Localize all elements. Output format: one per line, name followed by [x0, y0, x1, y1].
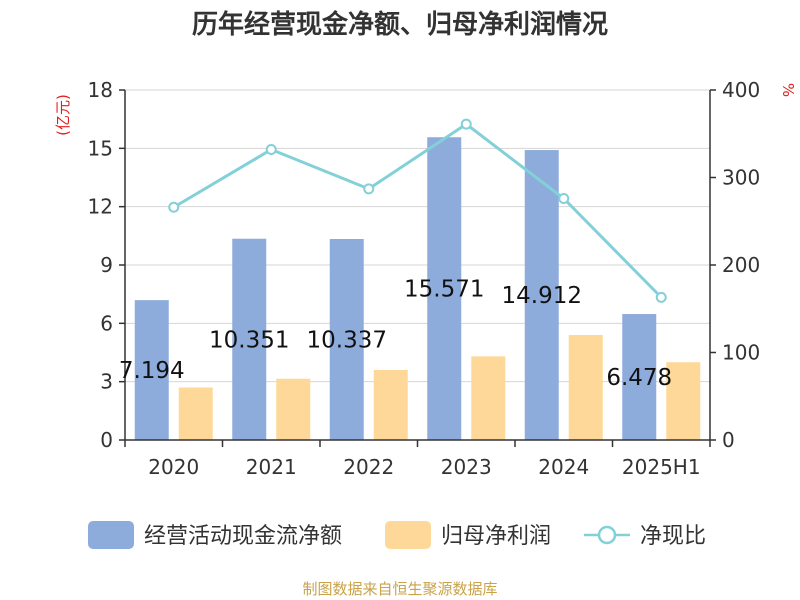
right-tick-label: 100 — [722, 341, 760, 365]
left-tick-label: 9 — [100, 253, 113, 277]
legend-label: 经营活动现金流净额 — [144, 524, 342, 549]
cashflow-bar — [134, 300, 169, 440]
ratio-point — [168, 201, 180, 213]
net-profit-bar — [568, 335, 603, 440]
cashflow-data-label: 15.571 — [404, 277, 484, 303]
cashflow-data-label: 7.194 — [119, 358, 185, 384]
cashflow-bar — [232, 238, 267, 440]
ratio-point — [460, 118, 472, 130]
left-tick-label: 18 — [88, 78, 113, 102]
x-tick-label: 2021 — [246, 455, 297, 479]
net-profit-bar — [666, 362, 701, 440]
left-tick-label: 12 — [88, 195, 113, 219]
net-profit-bar — [373, 370, 408, 440]
right-axis-unit: % — [779, 83, 797, 97]
left-tick-label: 3 — [100, 370, 113, 394]
legend-label: 归母净利润 — [441, 524, 551, 549]
data-labels: 7.194 10.351 10.337 15.571 14.912 6.478 — [119, 277, 672, 391]
cashflow-data-label: 10.351 — [209, 327, 289, 353]
line-series — [168, 118, 667, 303]
source-note: 制图数据来自恒生聚源数据库 — [302, 580, 497, 598]
ratio-point — [655, 291, 667, 303]
right-tick-label: 200 — [722, 253, 760, 277]
left-tick-label: 15 — [88, 136, 113, 160]
legend: 经营活动现金流净额 归母净利润 净现比 — [88, 521, 706, 549]
left-tick-label: 6 — [100, 311, 113, 335]
chart-title: 历年经营现金净额、归母净利润情况 — [192, 9, 608, 40]
right-tick-label: 400 — [722, 78, 760, 102]
cashflow-bar — [622, 314, 657, 440]
cashflow-data-label: 10.337 — [307, 328, 387, 354]
legend-swatch — [88, 521, 134, 549]
x-tick-label: 2024 — [538, 455, 589, 479]
tick-labels: 0 3 6 9 12 15 18 0 100 200 300 400 2020 2021 2022 2023 2… — [88, 78, 761, 479]
right-tick-label: 0 — [722, 428, 735, 452]
left-tick-label: 0 — [100, 428, 113, 452]
cashflow-data-label: 14.912 — [502, 283, 582, 309]
x-tick-label: 2025H1 — [622, 455, 701, 479]
ratio-point — [363, 183, 375, 195]
right-tick-label: 300 — [722, 166, 760, 190]
legend-label: 净现比 — [640, 524, 706, 549]
x-tick-label: 2023 — [441, 455, 492, 479]
net-profit-bar — [276, 378, 311, 440]
legend-marker — [597, 525, 617, 545]
cashflow-bar — [329, 239, 364, 440]
ratio-point — [558, 193, 570, 204]
cashflow-data-label: 6.478 — [606, 365, 672, 391]
grid-lines — [125, 89, 710, 383]
net-profit-bar — [178, 387, 213, 440]
x-tick-label: 2020 — [148, 455, 199, 479]
net-profit-bar — [471, 356, 506, 440]
legend-swatch — [385, 521, 431, 549]
ratio-line — [172, 122, 663, 299]
cashflow-bar — [524, 150, 559, 441]
bar-series — [134, 137, 701, 441]
ratio-point — [265, 144, 277, 155]
axes — [119, 89, 716, 447]
left-axis-unit: (亿元) — [54, 94, 72, 136]
cashflow-bar — [427, 137, 462, 440]
x-tick-label: 2022 — [343, 455, 394, 479]
